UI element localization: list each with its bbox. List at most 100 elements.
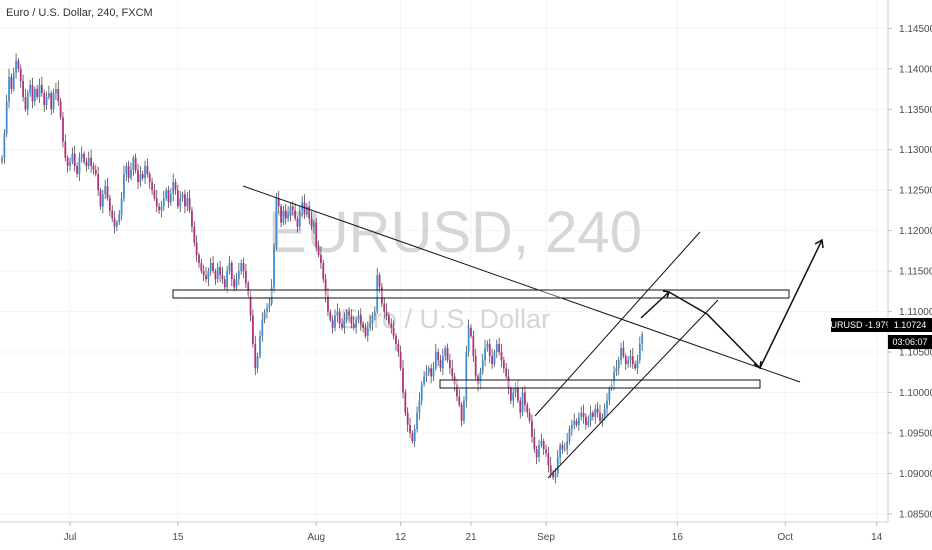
candle-up	[427, 368, 430, 373]
candle-up	[573, 420, 576, 425]
candle-up	[12, 72, 15, 90]
plot-area[interactable]	[0, 0, 888, 522]
candle-down	[64, 141, 67, 158]
candle-up	[235, 279, 238, 288]
candle-down	[212, 263, 214, 272]
candle-up	[78, 157, 81, 174]
candle-down	[399, 352, 402, 369]
price-tick-label: 1.13000	[899, 145, 932, 156]
projection-path[interactable]	[640, 239, 823, 370]
candle-up	[228, 263, 231, 272]
candle-up	[289, 206, 292, 215]
candle-up	[420, 384, 423, 401]
candle-down	[24, 97, 27, 110]
candle-down	[141, 174, 144, 179]
candle-down	[631, 356, 634, 365]
time-tick-label: 21	[465, 532, 477, 543]
candle-down	[470, 327, 472, 336]
candle-up	[484, 348, 486, 361]
candle-up	[638, 343, 641, 361]
candle-down	[350, 315, 353, 324]
support-zone[interactable]	[439, 379, 761, 389]
candle-up	[366, 327, 369, 336]
candle-up	[80, 153, 83, 158]
candle-up	[559, 445, 562, 458]
candle-up	[33, 89, 36, 102]
candle-down	[97, 174, 100, 191]
candle-down	[198, 254, 200, 264]
candle-down	[404, 392, 407, 413]
candle-down	[324, 279, 327, 296]
chart-title: Euro / U.S. Dollar, 240, FXCM	[6, 7, 153, 19]
candle-up	[1, 157, 3, 162]
candle-down	[533, 437, 536, 450]
candle-down	[148, 174, 151, 183]
candle-down	[111, 210, 114, 219]
candle-up	[165, 190, 168, 199]
candle-down	[624, 356, 627, 365]
candle-down	[252, 315, 254, 344]
candle-down	[352, 323, 355, 328]
candle-down	[22, 80, 25, 98]
candle-down	[85, 161, 88, 166]
candle-up	[615, 368, 618, 373]
candle-up	[493, 352, 496, 365]
channel-lower-line[interactable]	[547, 299, 719, 479]
candle-up	[118, 214, 121, 223]
candle-down	[535, 449, 538, 458]
candle-up	[240, 263, 243, 272]
candle-up	[594, 408, 597, 417]
candle-down	[296, 218, 299, 227]
candle-down	[36, 89, 39, 98]
candle-down	[474, 356, 477, 377]
candle-up	[418, 400, 421, 413]
candle-up	[629, 356, 632, 361]
time-tick-label: 15	[172, 532, 184, 543]
time-tick-label: Aug	[307, 532, 325, 543]
candle-down	[456, 384, 458, 397]
candle-up	[275, 198, 278, 247]
time-axis-ticks: Jul15Aug1221Sep16Oct1423Nov18Dec	[64, 522, 883, 543]
candle-down	[191, 210, 193, 227]
candle-down	[195, 242, 198, 255]
candle-down	[545, 449, 547, 454]
candle-up	[305, 206, 308, 215]
candle-down	[498, 343, 501, 353]
candle-up	[287, 214, 289, 219]
candle-up	[179, 198, 182, 207]
candle-down	[193, 226, 196, 243]
candle-down	[284, 210, 287, 219]
candle-down	[310, 218, 313, 227]
candle-up	[570, 424, 573, 429]
channel-upper-line[interactable]	[534, 231, 701, 417]
candle-down	[552, 473, 554, 478]
candle-down	[214, 271, 217, 280]
candle-down	[528, 412, 531, 421]
descending-trendline[interactable]	[242, 185, 801, 383]
price-axis[interactable]: 1.14500 1.14000 1.13500 1.13000 1.12500 1.120…	[887, 0, 932, 522]
candle-up	[343, 319, 346, 328]
candle-up	[641, 334, 644, 344]
time-axis[interactable]: Jul15Aug1221Sep16Oct1423Nov18Dec	[0, 521, 932, 543]
drawings[interactable]	[172, 185, 824, 479]
candle-up	[186, 198, 189, 207]
candle-down	[500, 352, 503, 361]
candle-up	[538, 445, 540, 458]
candle-up	[589, 412, 592, 421]
candle-down	[303, 202, 306, 215]
resistance-zone[interactable]	[172, 289, 790, 299]
candle-down	[40, 84, 43, 94]
candle-up	[465, 352, 468, 401]
candle-down	[108, 198, 111, 211]
candle-down	[458, 396, 461, 405]
candle-down	[622, 348, 625, 357]
candle-down	[437, 352, 440, 361]
candle-down	[59, 101, 62, 118]
candle-down	[364, 327, 367, 336]
candle-down	[582, 412, 585, 417]
candle-down	[395, 335, 397, 344]
bar-countdown: 03:06:07	[892, 337, 927, 347]
price-tick-label: 1.10500	[899, 348, 932, 359]
candle-down	[174, 182, 177, 191]
